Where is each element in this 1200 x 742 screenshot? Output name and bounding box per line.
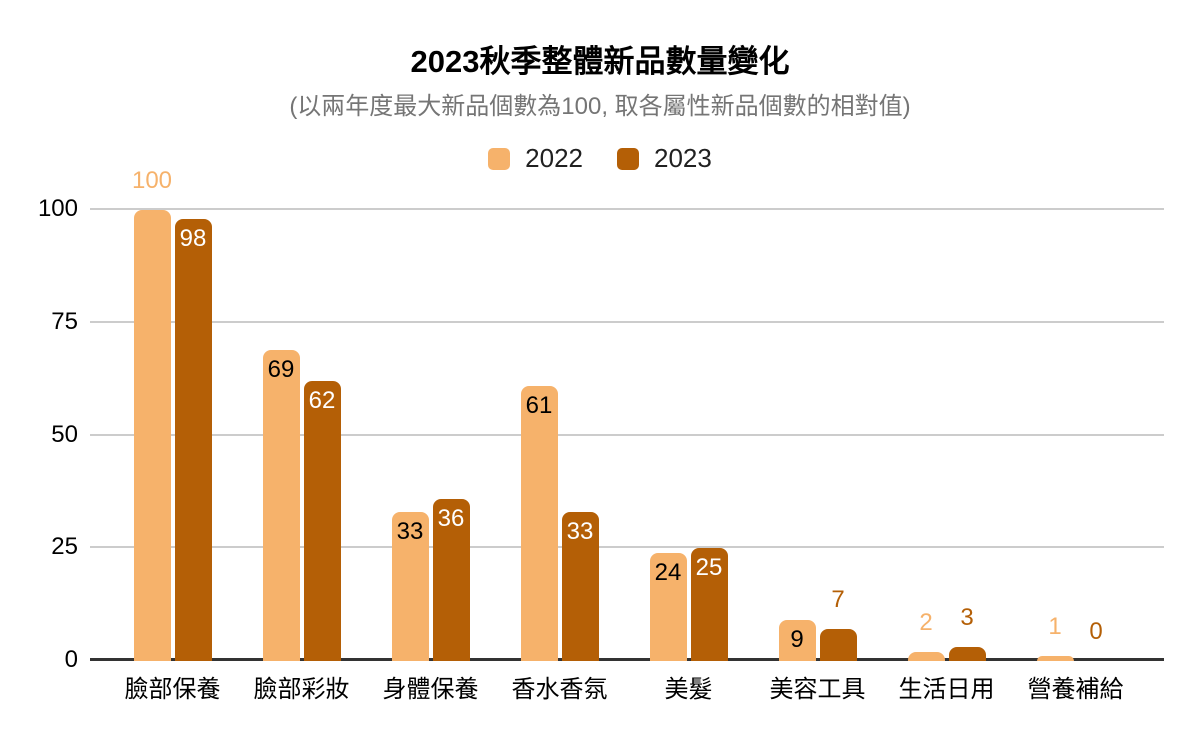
bar-value-label: 61 xyxy=(525,391,553,419)
x-axis-category-label: 臉部彩妝 xyxy=(253,676,350,703)
bar-value-label: 69 xyxy=(267,355,295,383)
gridline xyxy=(90,320,1164,323)
x-axis-category-label: 生活日用 xyxy=(898,676,995,703)
bar-value-label: 98 xyxy=(179,225,207,253)
y-axis-tick-label: 75 xyxy=(51,307,78,335)
bar-value-label: 33 xyxy=(566,518,594,546)
legend-label-2022: 2022 xyxy=(525,143,583,173)
bar-2023 xyxy=(948,647,986,661)
gridline xyxy=(90,208,1164,210)
bar-2022 xyxy=(391,512,429,661)
bar-value-label: 24 xyxy=(654,558,682,586)
legend-item-2022: 2022 xyxy=(488,143,583,174)
bar-value-label: 0 xyxy=(1089,618,1103,645)
x-axis-category-label: 香水香氛 xyxy=(511,676,608,703)
bar-2023 xyxy=(690,548,728,661)
bar-value-label: 25 xyxy=(695,554,723,582)
bar-2022 xyxy=(133,210,171,661)
bar-value-label: 33 xyxy=(396,518,424,546)
x-axis-line xyxy=(90,658,1164,661)
bar-2023 xyxy=(819,629,857,661)
bar-2022 xyxy=(1036,656,1074,661)
y-axis-tick-label: 0 xyxy=(64,646,78,673)
y-axis-tick-label: 100 xyxy=(37,195,78,222)
bar-2023 xyxy=(561,512,599,661)
chart-subtitle: (以兩年度最大新品個數為100, 取各屬性新品個數的相對值) xyxy=(289,93,911,120)
y-axis-tick-label: 50 xyxy=(51,420,78,448)
x-axis-category-label: 美容工具 xyxy=(769,676,866,703)
x-axis-category-label: 身體保養 xyxy=(382,676,479,703)
gridline xyxy=(90,433,1164,436)
bar-2023 xyxy=(174,219,212,661)
bar-2022 xyxy=(778,620,816,661)
bar-2023 xyxy=(432,498,470,661)
bar-2022 xyxy=(907,651,945,661)
bar-value-label: 3 xyxy=(960,604,974,632)
x-axis-category-label: 美髮 xyxy=(664,676,713,703)
legend-item-2023: 2023 xyxy=(617,143,712,174)
legend-label-2023: 2023 xyxy=(654,143,712,173)
legend-swatch-2023 xyxy=(617,147,639,170)
bar-value-label: 100 xyxy=(131,167,173,194)
bar-2023 xyxy=(303,381,341,661)
x-axis-category-label: 臉部保養 xyxy=(124,676,221,703)
bar-value-label: 2 xyxy=(919,608,933,636)
bar-value-label: 36 xyxy=(437,504,465,532)
x-axis-category-label: 營養補給 xyxy=(1027,676,1124,703)
bar-2022 xyxy=(262,349,300,661)
bar-2022 xyxy=(649,552,687,661)
y-axis-tick-label: 25 xyxy=(51,533,78,561)
bar-value-label: 62 xyxy=(308,387,336,415)
gridline xyxy=(90,546,1164,549)
bar-value-label: 9 xyxy=(790,626,804,654)
chart-title: 2023秋季整體新品數量變化 xyxy=(410,44,790,79)
legend: 2022 2023 xyxy=(0,143,1200,174)
bar-2022 xyxy=(520,385,558,661)
legend-swatch-2022 xyxy=(488,147,511,170)
bar-value-label: 1 xyxy=(1048,613,1062,641)
bar-value-label: 7 xyxy=(831,586,845,614)
